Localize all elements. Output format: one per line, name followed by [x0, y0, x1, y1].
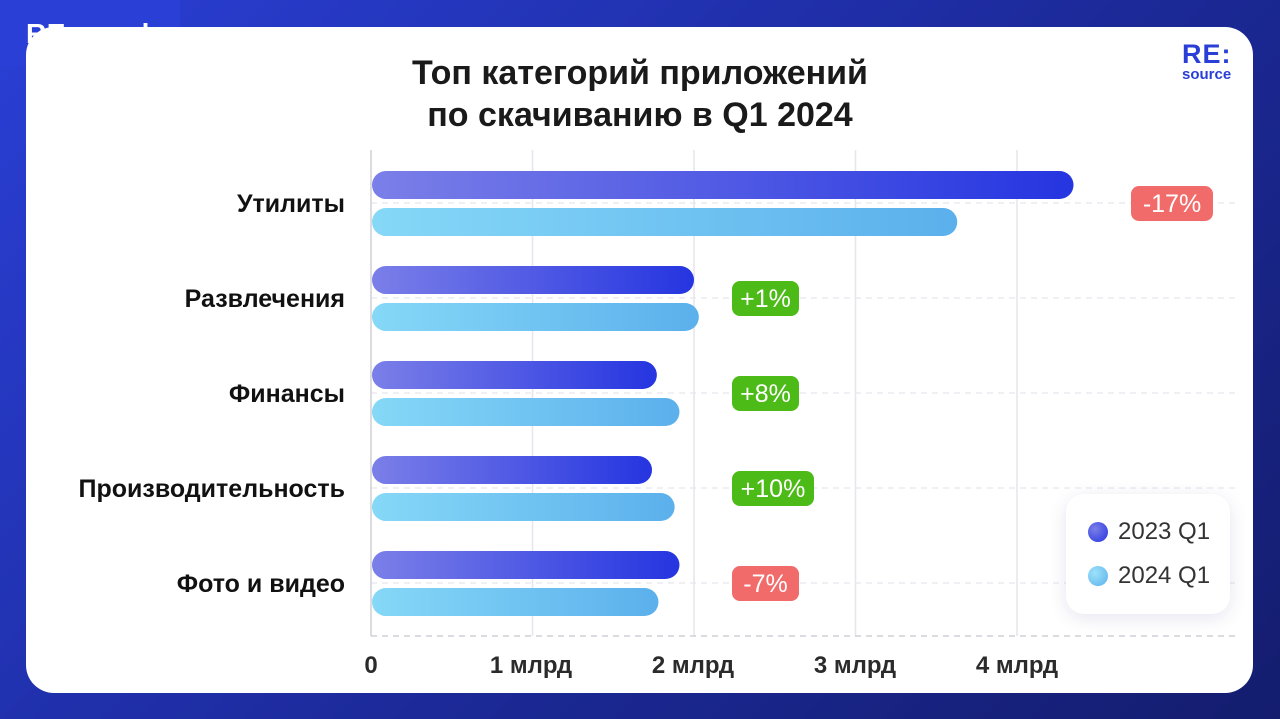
chart-legend: 2023 Q1 2024 Q1: [1066, 494, 1230, 614]
x-tick-label: 0: [364, 652, 377, 679]
change-badge: [732, 566, 799, 601]
change-badge-label: +8%: [740, 380, 791, 408]
logo-line1: RE:: [1182, 39, 1232, 69]
legend-label-2024: 2024 Q1: [1118, 562, 1211, 589]
chart-title: Топ категорий приложений по скачиванию в…: [300, 52, 980, 136]
category-label: Производительность: [79, 475, 345, 503]
bar-2023: [372, 266, 694, 294]
category-label: Финансы: [229, 380, 345, 408]
change-badge-label: +10%: [741, 475, 806, 503]
change-badge-label: -7%: [743, 570, 787, 598]
resource-logo: RE: source: [1182, 40, 1232, 82]
change-badge: [732, 471, 814, 506]
legend-dot-2023: [1088, 522, 1108, 542]
x-tick-label: 3 млрд: [814, 652, 896, 679]
category-label: Утилиты: [237, 190, 345, 218]
legend-item-2024: 2024 Q1: [1088, 561, 1210, 591]
category-label: Фото и видео: [177, 570, 345, 598]
change-badge-label: -17%: [1143, 190, 1201, 218]
bar-2023: [372, 456, 653, 484]
logo-line2: source: [1182, 66, 1232, 83]
bar-2024: [372, 588, 659, 616]
chart-card: [26, 27, 1253, 693]
bar-2023: [372, 171, 1074, 199]
legend-dot-2024: [1088, 566, 1108, 586]
change-badge: [1131, 186, 1213, 221]
chart-title-line2: по скачиванию в Q1 2024: [427, 96, 853, 134]
bar-2023: [372, 551, 680, 579]
bar-2023: [372, 361, 657, 389]
change-badge-label: +1%: [740, 285, 791, 313]
legend-item-2023: 2023 Q1: [1088, 517, 1210, 547]
category-label: Развлечения: [185, 285, 345, 313]
bar-2024: [372, 303, 699, 331]
chart-title-line1: Топ категорий приложений: [412, 54, 868, 92]
x-tick-label: 1 млрд: [490, 652, 572, 679]
bar-2024: [372, 398, 680, 426]
legend-label-2023: 2023 Q1: [1118, 518, 1211, 545]
change-badge: [732, 376, 799, 411]
change-badge: [732, 281, 799, 316]
x-tick-label: 4 млрд: [976, 652, 1058, 679]
bar-2024: [372, 493, 675, 521]
x-tick-label: 2 млрд: [652, 652, 734, 679]
bar-2024: [372, 208, 958, 236]
